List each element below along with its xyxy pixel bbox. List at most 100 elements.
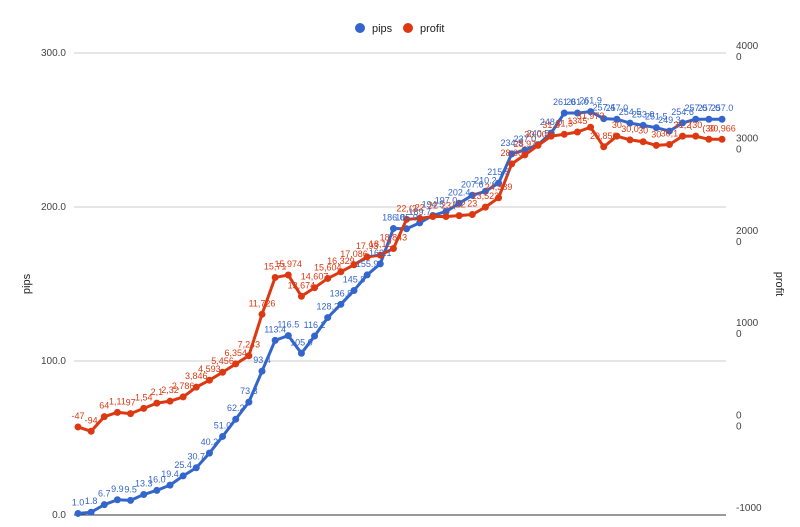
point-profit [455,212,463,220]
right-tick-suffix: 0 [736,422,742,433]
data-label-pips: 25.4 [174,460,192,470]
point-profit [613,132,621,140]
data-label-pips: 145.8 [343,274,366,284]
point-pips [100,501,108,509]
data-label-pips: 30.7 [188,452,206,462]
point-pips [626,119,634,127]
point-pips [639,121,647,129]
point-pips [442,208,450,216]
point-profit [442,213,450,221]
point-profit [718,135,726,143]
point-pips [600,115,608,123]
data-label-profit: 28,97 [514,139,537,149]
data-label-pips: 237.0 [514,134,537,144]
point-pips [271,336,279,344]
data-label-pips: 163.1 [369,248,392,258]
data-label-pips: 105.0 [290,337,313,347]
data-label-pips: 155.9 [356,259,379,269]
point-profit [140,404,148,412]
legend-item-profit[interactable]: profit [403,23,444,35]
point-profit [219,368,227,376]
data-label-profit: 30,966 [708,123,736,133]
data-label-profit: 23,523 [472,191,500,201]
point-profit [639,138,647,146]
point-pips [284,332,292,340]
point-profit [100,413,108,421]
point-profit [179,393,187,401]
data-label-profit: 29,850 [590,131,618,141]
data-label-pips: 51.0 [214,420,232,430]
data-label-profit: (30 [689,120,702,130]
point-pips [258,367,266,375]
legend[interactable]: pips profit [355,23,444,35]
point-pips [324,314,332,322]
data-label-profit: 6,354 [224,348,247,358]
point-profit [74,423,82,431]
legend-label-pips: pips [372,23,393,35]
point-profit [495,194,503,202]
data-label-profit: 1,11 [109,396,126,406]
left-tick-label: 300.0 [41,48,66,59]
point-profit [600,143,608,151]
point-profit [350,261,358,269]
right-tick-label: 4000 [736,41,759,52]
point-pips [219,432,227,440]
data-label-profit: 17,086 [340,249,368,259]
point-profit [534,141,542,149]
point-profit [363,253,371,261]
data-label-pips: 257.0 [711,103,734,113]
point-pips [455,199,463,207]
point-pips [665,127,673,135]
data-label-pips: 257.0 [606,103,629,113]
point-profit [113,408,121,416]
data-label-pips: 197.0 [435,196,458,206]
data-label-pips: 251.5 [645,112,668,122]
data-label-pips: 202.4 [448,187,471,197]
data-label-profit: 2,786 [172,381,195,391]
data-label-profit: (30 [702,123,715,133]
data-label-pips: 253.0 [632,109,655,119]
data-label-pips: 257.0 [684,103,707,113]
point-profit [403,215,411,223]
point-pips [127,496,135,504]
right-tick-label: 0 [736,411,742,422]
data-label-pips: 93.4 [253,355,271,365]
data-label-profit: (22 [453,200,466,210]
point-profit [376,251,384,259]
gridlines [74,52,726,516]
point-profit [258,310,266,318]
right-tick-label: -1000 [736,503,762,514]
point-pips [679,119,687,127]
data-label-profit: 15,604 [314,262,342,272]
point-profit [547,132,555,140]
data-label-pips: 254.5 [619,107,642,117]
point-profit [232,360,240,368]
right-tick-label: 3000 [736,133,759,144]
legend-marker-profit [403,23,413,33]
point-pips [74,509,82,517]
data-label-pips: 186.0 [382,213,405,223]
data-label-profit: 4,593 [198,364,221,374]
data-label-pips: 16.0 [148,474,166,484]
right-tick-suffix: 0 [736,329,742,340]
point-profit [705,135,713,143]
data-label-profit: 23 [467,199,477,209]
point-pips [140,491,148,499]
point-pips [337,300,345,308]
data-label-profit: 13,674 [288,280,316,290]
data-label-profit: 30,1 [661,128,679,138]
data-label-profit: -94 [85,415,98,425]
data-label-pips: 257.0 [698,103,721,113]
data-label-profit: 2,32 [161,385,179,395]
data-label-profit: -47 [71,411,84,421]
data-labels: 1.0 1.86.7 9.9 9.513.316.019.425.430.7 40.2 5… [71,96,735,508]
point-pips [245,398,253,406]
data-label-profit: 18,843 [380,233,408,243]
legend-item-pips[interactable]: pips [355,23,393,35]
data-label-pips: 215.5 [487,167,510,177]
left-tick-label: 0.0 [52,510,66,521]
point-pips [613,115,621,123]
data-label-pips: 210.2 [474,175,497,185]
